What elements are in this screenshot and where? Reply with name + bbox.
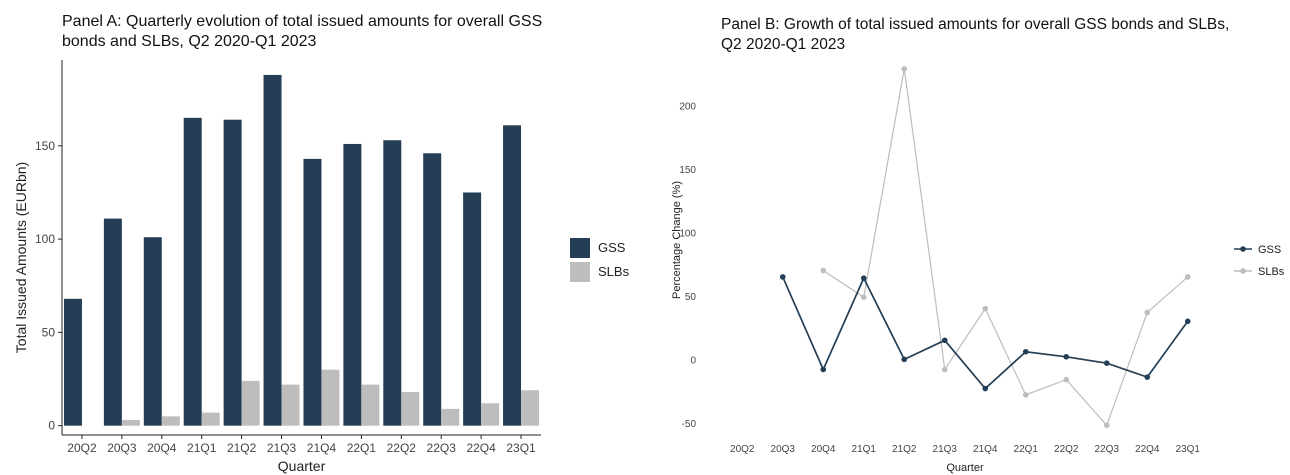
bar-gss-22Q4 — [463, 192, 482, 426]
legend-marker-slbs — [1240, 268, 1246, 274]
point-slbs-21Q3 — [941, 366, 948, 373]
y-tick-label: 100 — [35, 232, 55, 246]
point-slbs-22Q3 — [1103, 422, 1110, 429]
point-slbs-21Q4 — [982, 305, 989, 312]
y-tick-label: 150 — [35, 139, 55, 153]
bar-slbs-20Q4 — [161, 416, 180, 426]
x-tick-label: 23Q1 — [1176, 444, 1201, 455]
point-gss-21Q2 — [901, 356, 908, 363]
x-tick-label: 20Q4 — [147, 441, 177, 455]
point-gss-20Q4 — [820, 366, 827, 373]
x-tick-label: 22Q2 — [387, 441, 417, 455]
x-tick-label: 21Q2 — [892, 444, 917, 455]
x-tick-label: 21Q4 — [307, 441, 337, 455]
x-axis-label: Quarter — [278, 458, 326, 474]
bar-slbs-21Q2 — [241, 380, 260, 426]
bar-gss-20Q3 — [103, 218, 122, 426]
bar-gss-21Q1 — [183, 117, 202, 426]
point-slbs-22Q2 — [1063, 376, 1070, 383]
bar-slbs-21Q3 — [281, 384, 300, 426]
y-tick-label: -50 — [682, 419, 697, 430]
x-tick-label: 21Q1 — [852, 444, 877, 455]
x-tick-label: 22Q1 — [347, 441, 377, 455]
bar-gss-20Q4 — [143, 237, 162, 426]
bar-gss-21Q3 — [263, 74, 282, 426]
series-line-slbs — [822, 68, 1189, 427]
point-gss-22Q4 — [1144, 374, 1151, 380]
panel-b-chart: -50 0 50 100 150 200 20Q2 20Q3 20Q4 21Q1 21Q2 21Q3 2… — [671, 66, 1285, 474]
legend-label-gss: GSS — [1258, 244, 1281, 256]
point-gss-22Q1 — [1022, 348, 1029, 355]
bar-slbs-23Q1 — [521, 390, 540, 426]
y-tick-label: 50 — [685, 292, 697, 303]
x-tick-label: 20Q3 — [771, 444, 796, 455]
bar-gss-22Q2 — [383, 140, 402, 426]
x-tick-label: 22Q4 — [466, 441, 496, 455]
y-tick-label: 100 — [679, 229, 696, 240]
panel-b: Panel B: Growth of total issued amounts … — [660, 0, 1290, 475]
legend-swatch-slbs — [570, 262, 590, 282]
point-gss-21Q1 — [860, 275, 867, 281]
y-tick-label: 150 — [679, 165, 696, 176]
y-axis-label: Total Issued Amounts (EURbn) — [13, 162, 29, 353]
y-tick-label: 50 — [42, 325, 56, 339]
x-tick-label: 21Q1 — [187, 441, 217, 455]
point-slbs-22Q1 — [1022, 392, 1029, 398]
bar-gss-23Q1 — [503, 125, 522, 426]
bar-gss-20Q2 — [63, 298, 82, 426]
point-gss-23Q1 — [1184, 318, 1191, 325]
x-tick-label: 22Q2 — [1054, 444, 1079, 455]
y-tick-label: 0 — [690, 355, 696, 366]
legend-swatch-gss — [570, 238, 590, 258]
x-tick-label: 20Q2 — [730, 444, 755, 455]
y-tick-label: 0 — [48, 419, 55, 433]
panel-a-title: Panel A: Quarterly evolution of total is… — [62, 13, 543, 50]
point-slbs-21Q2 — [901, 66, 908, 72]
x-tick-label: 20Q2 — [67, 441, 97, 455]
point-slbs-20Q4 — [820, 267, 827, 274]
x-tick-label: 21Q3 — [933, 444, 958, 455]
x-tick-label: 22Q3 — [427, 441, 457, 455]
bar-gss-21Q2 — [223, 119, 242, 426]
x-tick-label: 20Q4 — [811, 444, 836, 455]
y-axis-label: Percentage Change (%) — [671, 181, 683, 299]
series-line-gss — [781, 276, 1189, 390]
panel-b-title: Panel B: Growth of total issued amounts … — [721, 16, 1230, 53]
bar-slbs-22Q2 — [401, 392, 420, 426]
bar-slbs-22Q1 — [361, 384, 380, 426]
point-slbs-21Q1 — [860, 294, 867, 301]
point-gss-21Q3 — [941, 337, 948, 344]
x-tick-label: 21Q4 — [973, 444, 998, 455]
point-gss-22Q3 — [1103, 360, 1110, 366]
x-tick-label: 20Q3 — [107, 441, 137, 455]
point-slbs-22Q4 — [1144, 309, 1151, 316]
point-gss-22Q2 — [1063, 354, 1070, 360]
legend-label-slbs: SLBs — [598, 264, 630, 279]
bar-slbs-20Q3 — [121, 420, 140, 426]
y-tick-label: 200 — [679, 102, 696, 113]
bar-gss-22Q1 — [343, 143, 362, 426]
point-slbs-23Q1 — [1184, 274, 1191, 280]
x-tick-label: 22Q3 — [1095, 444, 1120, 455]
panel-a-chart: 0 50 100 150 20Q2 20Q3 20Q4 21Q1 21Q2 21Q3 21Q4 22Q… — [13, 60, 630, 474]
bar-slbs-22Q3 — [441, 408, 460, 426]
bar-slbs-21Q1 — [201, 412, 220, 426]
bar-slbs-22Q4 — [481, 403, 500, 426]
x-tick-label: 21Q2 — [227, 441, 257, 455]
point-gss-20Q3 — [779, 274, 786, 280]
x-tick-label: 22Q1 — [1014, 444, 1039, 455]
legend-label-slbs: SLBs — [1258, 266, 1285, 278]
x-tick-label: 21Q3 — [267, 441, 297, 455]
legend-marker-gss — [1240, 246, 1246, 252]
x-tick-label: 23Q1 — [506, 441, 536, 455]
x-tick-label: 22Q4 — [1135, 444, 1160, 455]
bar-gss-22Q3 — [423, 153, 442, 426]
legend-label-gss: GSS — [598, 240, 626, 255]
point-gss-21Q4 — [982, 385, 989, 392]
x-axis-label: Quarter — [946, 462, 984, 474]
bar-slbs-21Q4 — [321, 369, 340, 426]
panel-a: Panel A: Quarterly evolution of total is… — [13, 13, 630, 474]
bar-gss-21Q4 — [303, 158, 322, 426]
